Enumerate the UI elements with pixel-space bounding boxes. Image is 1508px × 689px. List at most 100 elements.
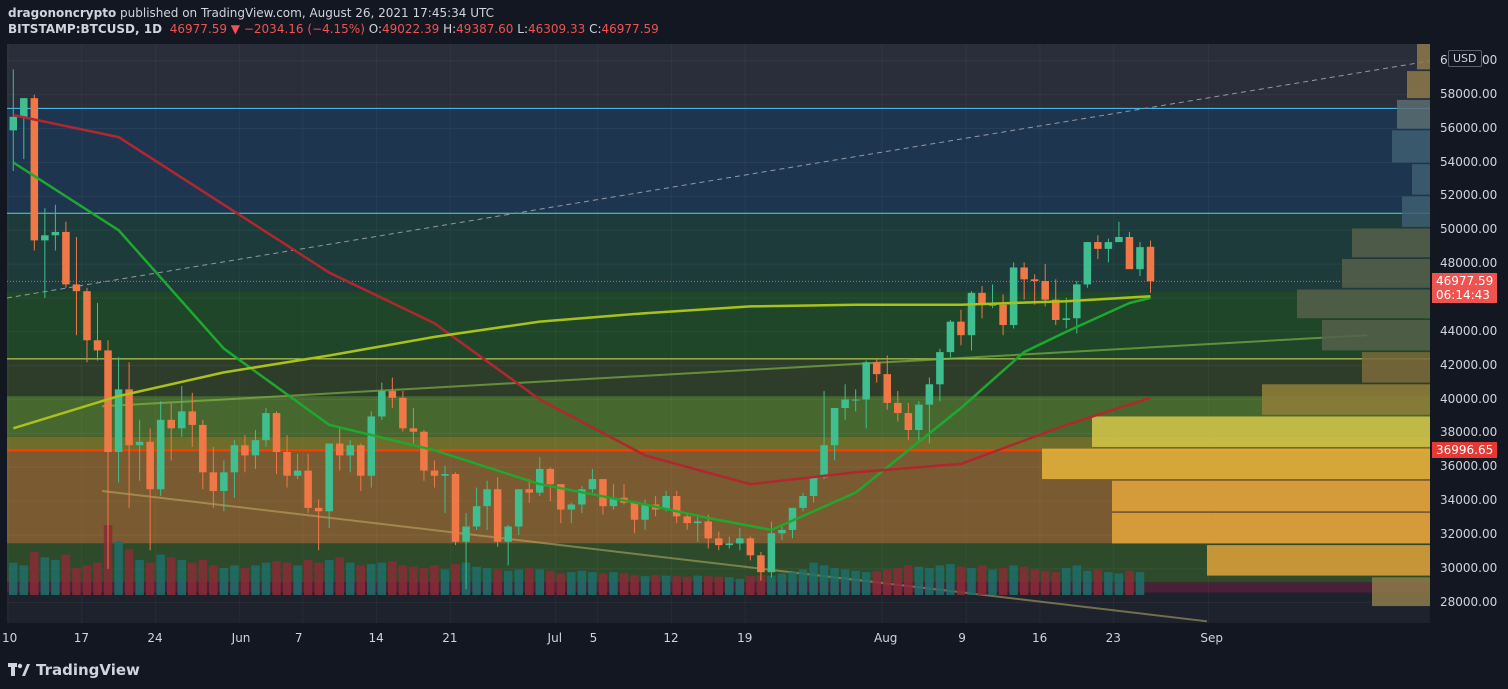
candle-body (388, 391, 397, 398)
last-price: 46977.59 (169, 22, 227, 36)
volume-bar (882, 569, 892, 595)
volume-bar (524, 568, 534, 595)
x-tick-label: 14 (368, 631, 384, 645)
candle-body (483, 489, 491, 507)
trend-line-upper (101, 334, 1368, 408)
volume-bar (377, 562, 387, 595)
candle-body (220, 472, 228, 491)
volume-bar (261, 562, 271, 595)
tradingview-logo[interactable]: TradingView (8, 661, 140, 679)
volume-bar (661, 575, 671, 595)
moving-average-line (12, 161, 1151, 532)
x-tick-label: 21 (442, 631, 458, 645)
candle-body (1146, 246, 1155, 282)
volume-bar (756, 574, 766, 595)
candle-body (1115, 237, 1123, 243)
volume-profile-bar (1042, 448, 1430, 480)
candle-body (125, 389, 133, 446)
volume-bar (335, 557, 344, 595)
volume-bar (324, 560, 334, 595)
candle-body (746, 538, 755, 556)
candle-body (557, 484, 565, 510)
publish-line: dragononcrypto published on TradingView.… (8, 6, 494, 20)
price-chart[interactable] (7, 44, 1430, 623)
candle-body (135, 441, 144, 446)
x-tick-label: Jul (547, 631, 563, 645)
volume-bar (135, 560, 144, 595)
volume-bar (30, 551, 39, 595)
time-axis[interactable]: 10 17 24 Jun 7 14 21 Jul 5 12 19 Aug 9 16 23 Sep (0, 623, 1430, 653)
volume-bar (493, 569, 502, 595)
volume-profile-bar (1417, 44, 1430, 70)
tradingview-logo-icon (8, 663, 30, 677)
x-tick-label: Jun (231, 631, 251, 645)
candle-body (967, 292, 976, 336)
candle-body (493, 489, 502, 542)
candle-body (146, 441, 154, 490)
volume-bar (1009, 565, 1018, 595)
brand-name: TradingView (36, 661, 140, 679)
volume-profile-bar (1342, 259, 1430, 288)
close-label: C: (589, 22, 602, 36)
candle-body (346, 445, 354, 456)
volume-bar (1104, 572, 1113, 595)
volume-bar (693, 575, 702, 595)
volume-bar (577, 570, 587, 595)
candle-body (335, 443, 344, 456)
zone-band (7, 358, 1430, 397)
candle-body (378, 391, 386, 417)
trend-line-dashed (7, 60, 1430, 299)
volume-bar (1030, 569, 1039, 595)
volume-bar (166, 557, 176, 595)
y-tick-label: 52000.00 (1440, 188, 1498, 203)
volume-bar (367, 564, 376, 595)
chart-pane[interactable] (7, 44, 1430, 623)
volume-profile-bar (1262, 384, 1430, 415)
volume-bar (72, 568, 81, 595)
ohlc-bar: BITSTAMP:BTCUSD, 1D 46977.59 ▼ −2034.16 … (8, 22, 659, 36)
volume-bar (998, 568, 1008, 595)
author-name: dragononcrypto (8, 6, 117, 20)
volume-bar (419, 568, 429, 595)
volume-bar (567, 572, 576, 595)
candle-body (104, 350, 112, 453)
candle-body (809, 477, 818, 497)
y-tick-label: 34000.00 (1440, 493, 1498, 508)
candle-body (156, 419, 165, 490)
x-tick-label: 23 (1105, 631, 1121, 645)
volume-bar (1114, 573, 1124, 595)
price-axis[interactable]: 28000.00 30000.00 32000.00 34000.00 36000.00… (1430, 44, 1508, 623)
volume-bar (956, 566, 966, 595)
volume-bar (356, 565, 366, 595)
candle-body (988, 304, 997, 306)
x-tick-label: 7 (294, 631, 303, 645)
y-tick-label: 28000.00 (1440, 594, 1498, 609)
candle-body (504, 526, 512, 542)
volume-bar (546, 570, 555, 595)
candle-body (778, 529, 786, 534)
volume-bar (904, 565, 913, 595)
candle-body (241, 445, 249, 456)
last-price-tag-value: 46977.59 (1436, 274, 1494, 289)
volume-bar (598, 573, 608, 595)
candle-body (462, 526, 470, 542)
volume-bar (682, 576, 692, 595)
candle-body (199, 424, 207, 473)
volume-bar (840, 569, 850, 595)
candle-body (72, 284, 81, 292)
volume-bar (798, 569, 808, 595)
x-tick-label: 17 (73, 631, 89, 645)
volume-bar (746, 576, 755, 595)
volume-bar (714, 576, 724, 595)
volume-bar (988, 569, 997, 595)
volume-bar (977, 565, 987, 595)
high-value: 49387.60 (456, 22, 514, 36)
volume-bar (872, 571, 881, 595)
x-tick-label: 9 (958, 631, 966, 645)
volume-bar (861, 572, 871, 595)
candle-body (904, 413, 913, 430)
currency-label[interactable]: USD (1448, 50, 1482, 67)
volume-bar (145, 562, 155, 595)
y-tick-label: 58000.00 (1440, 86, 1498, 101)
volume-bar (240, 568, 250, 595)
